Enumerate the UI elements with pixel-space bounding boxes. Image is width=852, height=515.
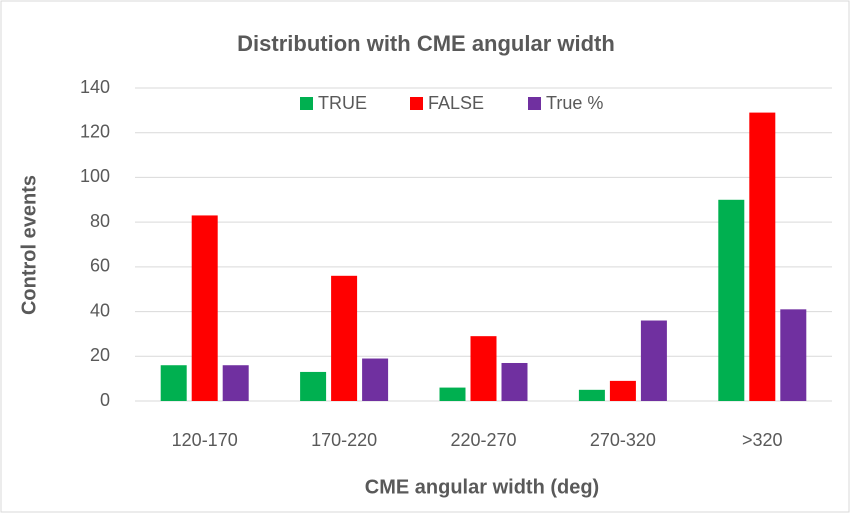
y-tick-label: 140 — [80, 77, 110, 97]
legend-swatch — [300, 97, 313, 110]
legend-label: FALSE — [428, 93, 484, 113]
y-tick-label: 0 — [100, 390, 110, 410]
bar — [501, 362, 528, 401]
legend-swatch — [410, 97, 423, 110]
bar — [780, 309, 807, 401]
y-tick-label: 20 — [90, 345, 110, 365]
bar — [331, 275, 358, 401]
bar — [640, 320, 667, 401]
y-tick-label: 80 — [90, 211, 110, 231]
bar — [718, 199, 745, 401]
bar — [191, 215, 218, 401]
x-tick-label: 120-170 — [172, 430, 238, 450]
bar — [160, 365, 187, 401]
x-tick-label: 220-270 — [450, 430, 516, 450]
legend-label: True % — [546, 93, 603, 113]
x-axis-label: CME angular width (deg) — [365, 476, 599, 498]
legend-label: TRUE — [318, 93, 367, 113]
bar — [222, 365, 249, 401]
legend-swatch — [528, 97, 541, 110]
bar — [749, 112, 776, 401]
x-tick-label: >320 — [742, 430, 783, 450]
y-tick-label: 40 — [90, 300, 110, 320]
bar — [300, 371, 327, 401]
bar — [439, 387, 466, 401]
bar — [470, 336, 497, 401]
chart-title: Distribution with CME angular width — [237, 31, 615, 56]
bar — [578, 389, 605, 401]
y-tick-label: 100 — [80, 166, 110, 186]
y-axis-label: Control events — [18, 175, 40, 315]
x-tick-label: 170-220 — [311, 430, 377, 450]
x-tick-label: 270-320 — [590, 430, 656, 450]
bar — [362, 358, 389, 401]
bar — [609, 380, 636, 401]
y-tick-label: 120 — [80, 121, 110, 141]
y-tick-label: 60 — [90, 256, 110, 276]
